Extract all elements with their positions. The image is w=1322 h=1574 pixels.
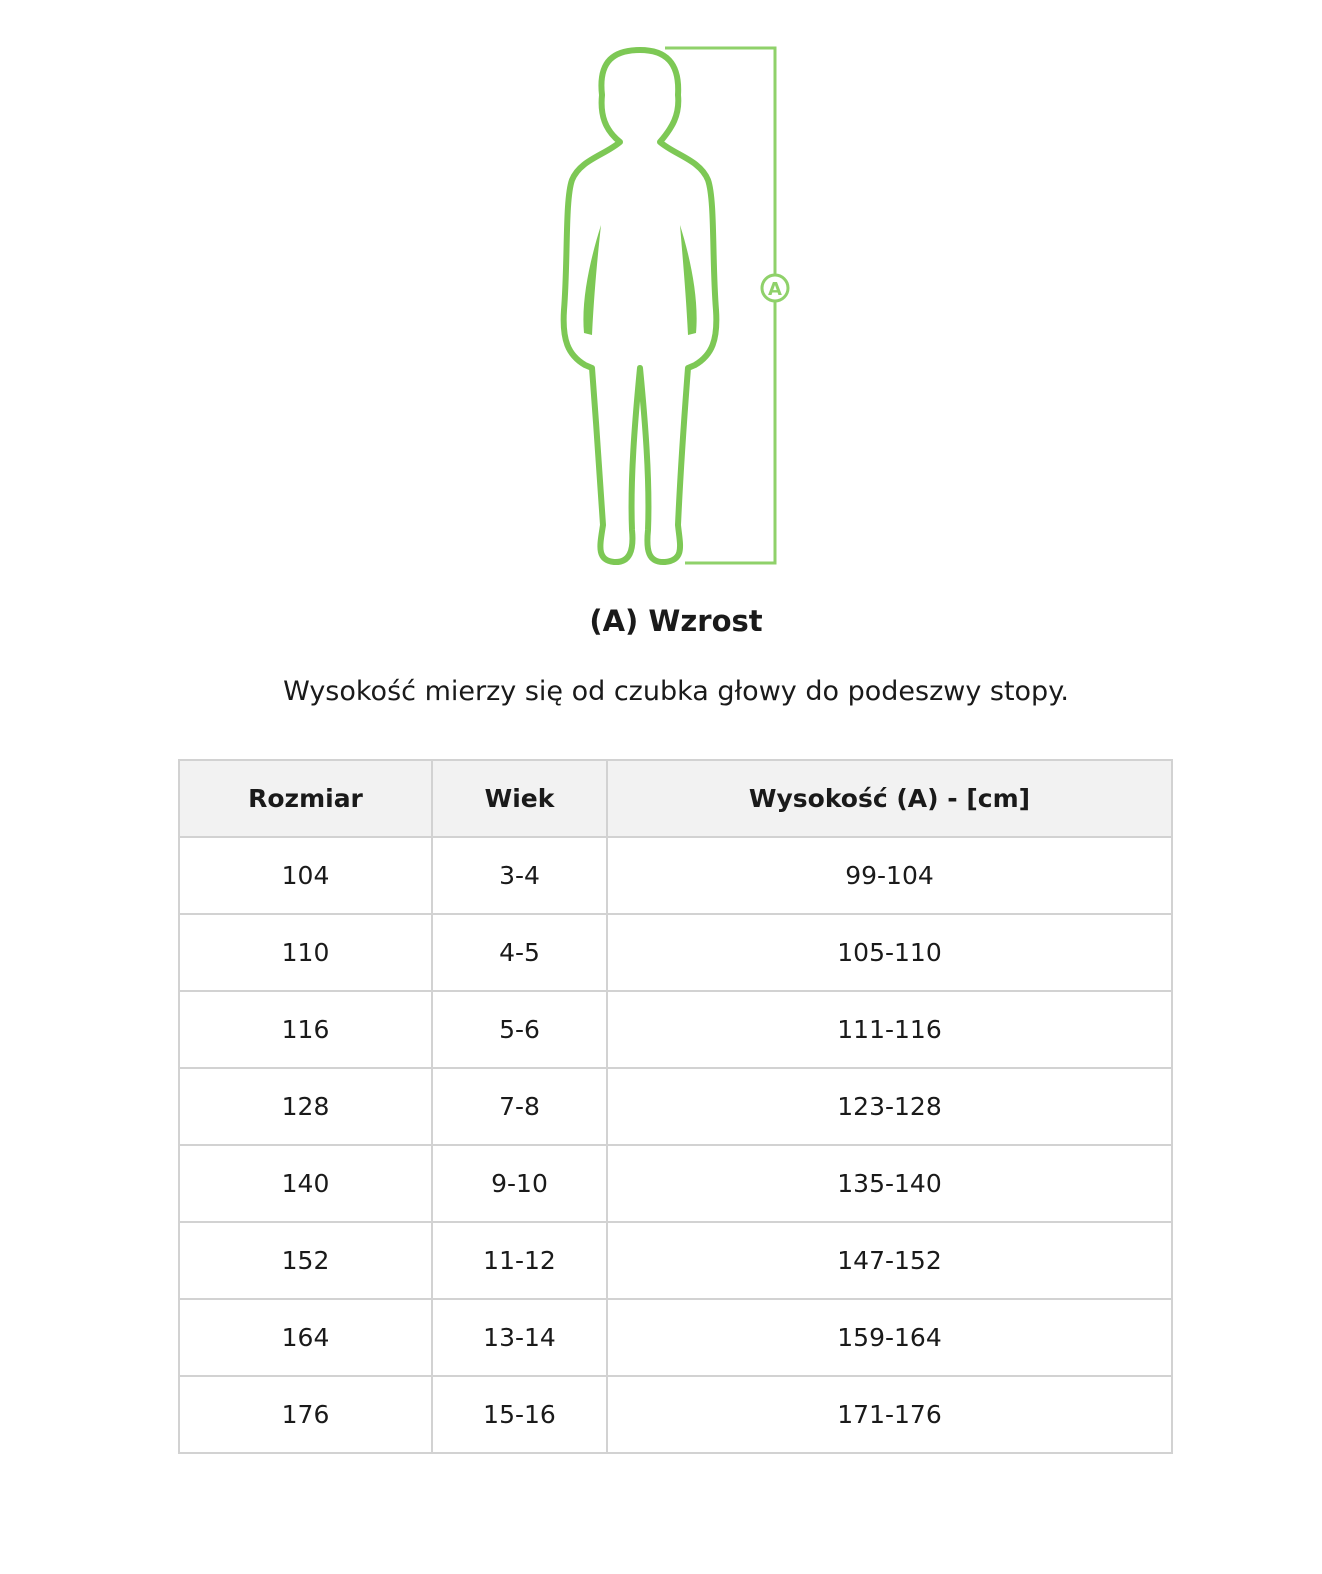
table-row: 116 5-6 111-116 — [178, 990, 1173, 1069]
cell-age: 3-4 — [431, 836, 608, 915]
table-row: 164 13-14 159-164 — [178, 1298, 1173, 1377]
table-header-row: Rozmiar Wiek Wysokość (A) - [cm] — [178, 759, 1173, 838]
section-description: Wysokość mierzy się od czubka głowy do p… — [283, 676, 1069, 707]
cell-height: 135-140 — [606, 1144, 1173, 1223]
cell-height: 105-110 — [606, 913, 1173, 992]
table-row: 128 7-8 123-128 — [178, 1067, 1173, 1146]
right-arm-detail — [680, 225, 697, 335]
cell-size: 128 — [178, 1067, 433, 1146]
table-row: 140 9-10 135-140 — [178, 1144, 1173, 1223]
cell-age: 11-12 — [431, 1221, 608, 1300]
cell-size: 152 — [178, 1221, 433, 1300]
table-row: 152 11-12 147-152 — [178, 1221, 1173, 1300]
table-row: 176 15-16 171-176 — [178, 1375, 1173, 1454]
header-size: Rozmiar — [178, 759, 433, 838]
cell-age: 5-6 — [431, 990, 608, 1069]
cell-height: 123-128 — [606, 1067, 1173, 1146]
child-height-illustration: A — [560, 46, 790, 565]
cell-height: 99-104 — [606, 836, 1173, 915]
cell-size: 116 — [178, 990, 433, 1069]
cell-height: 111-116 — [606, 990, 1173, 1069]
cell-height: 159-164 — [606, 1298, 1173, 1377]
marker-a-circle — [760, 273, 790, 303]
cell-size: 176 — [178, 1375, 433, 1454]
cell-age: 13-14 — [431, 1298, 608, 1377]
cell-size: 104 — [178, 836, 433, 915]
cell-age: 15-16 — [431, 1375, 608, 1454]
cell-age: 9-10 — [431, 1144, 608, 1223]
cell-size: 140 — [178, 1144, 433, 1223]
cell-age: 7-8 — [431, 1067, 608, 1146]
child-silhouette — [560, 47, 720, 565]
height-measure-bracket — [665, 46, 777, 565]
table-row: 110 4-5 105-110 — [178, 913, 1173, 992]
left-arm-detail — [583, 225, 601, 335]
table-row: 104 3-4 99-104 — [178, 836, 1173, 915]
section-title: (A) Wzrost — [589, 604, 763, 638]
header-age: Wiek — [431, 759, 608, 838]
header-height: Wysokość (A) - [cm] — [606, 759, 1173, 838]
size-table: Rozmiar Wiek Wysokość (A) - [cm] 104 3-4 9… — [178, 759, 1173, 1454]
cell-age: 4-5 — [431, 913, 608, 992]
cell-size: 110 — [178, 913, 433, 992]
cell-height: 171-176 — [606, 1375, 1173, 1454]
cell-size: 164 — [178, 1298, 433, 1377]
marker-a-label: A — [768, 279, 782, 300]
cell-height: 147-152 — [606, 1221, 1173, 1300]
